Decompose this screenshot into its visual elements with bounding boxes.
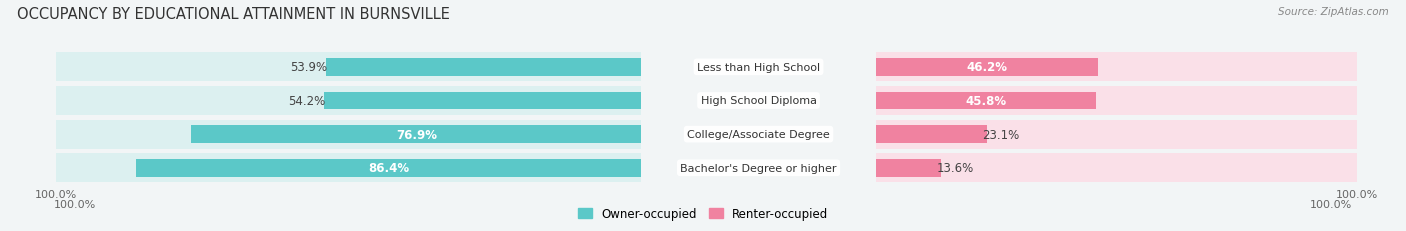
Text: OCCUPANCY BY EDUCATIONAL ATTAINMENT IN BURNSVILLE: OCCUPANCY BY EDUCATIONAL ATTAINMENT IN B… [17, 7, 450, 22]
Bar [136, 159, 641, 177]
Text: 46.2%: 46.2% [966, 61, 1007, 74]
Text: 100.0%: 100.0% [1310, 199, 1353, 209]
Bar [326, 59, 641, 76]
Text: 86.4%: 86.4% [368, 161, 409, 175]
Text: 45.8%: 45.8% [966, 94, 1007, 108]
Bar [876, 153, 1357, 183]
Bar [56, 120, 641, 149]
Legend: Owner-occupied, Renter-occupied: Owner-occupied, Renter-occupied [572, 203, 834, 225]
Text: Source: ZipAtlas.com: Source: ZipAtlas.com [1278, 7, 1389, 17]
Text: 54.2%: 54.2% [288, 94, 325, 108]
Bar [876, 126, 987, 143]
Text: High School Diploma: High School Diploma [700, 96, 817, 106]
Text: 76.9%: 76.9% [396, 128, 437, 141]
Text: 53.9%: 53.9% [290, 61, 328, 74]
Bar [876, 92, 1097, 110]
Bar [191, 126, 641, 143]
Bar [876, 86, 1357, 116]
Text: Less than High School: Less than High School [697, 63, 820, 73]
Text: 100.0%: 100.0% [53, 199, 96, 209]
Text: Bachelor's Degree or higher: Bachelor's Degree or higher [681, 163, 837, 173]
Bar [56, 53, 641, 82]
Bar [325, 92, 641, 110]
Bar [56, 153, 641, 183]
Bar [876, 59, 1098, 76]
Bar [876, 120, 1357, 149]
Bar [876, 159, 941, 177]
Text: 13.6%: 13.6% [936, 161, 974, 175]
Bar [56, 86, 641, 116]
Text: 23.1%: 23.1% [983, 128, 1019, 141]
Text: College/Associate Degree: College/Associate Degree [688, 130, 830, 140]
Bar [876, 53, 1357, 82]
